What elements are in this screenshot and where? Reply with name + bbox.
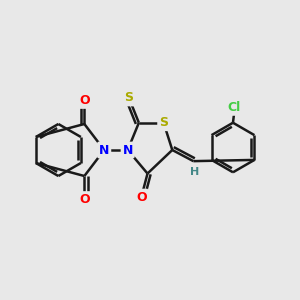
Text: N: N <box>122 143 133 157</box>
Text: H: H <box>190 167 199 177</box>
Text: O: O <box>79 193 90 206</box>
Text: O: O <box>136 190 147 204</box>
Text: Cl: Cl <box>228 101 241 114</box>
Text: N: N <box>99 143 110 157</box>
Text: O: O <box>79 94 90 107</box>
Text: S: S <box>159 116 168 129</box>
Text: S: S <box>124 92 134 104</box>
